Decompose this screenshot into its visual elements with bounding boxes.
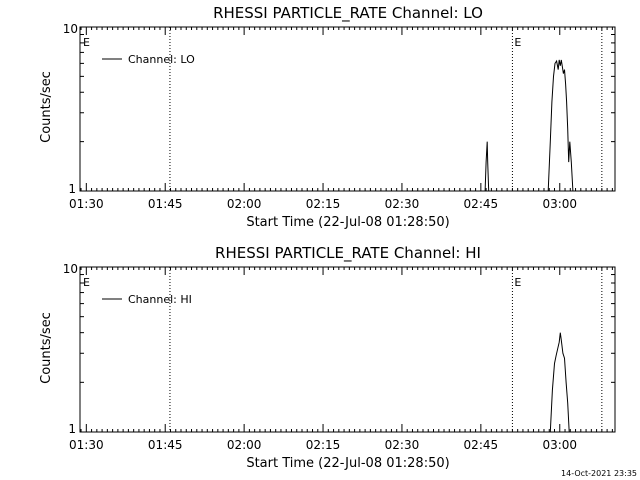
plot-marks: 01:30 01:45 02:00 02:15 02:30 02:45 03:00 E E	[69, 26, 615, 211]
x-tick-label: 01:30	[69, 197, 104, 211]
x-tick-label: 02:00	[227, 438, 262, 452]
timestamp: 14-Oct-2021 23:35	[561, 469, 637, 478]
panel-channel-lo: RHESSI PARTICLE_RATE Channel: LO Counts/…	[39, 4, 616, 230]
series-line	[484, 141, 490, 192]
y-tick-label-10: 10	[63, 262, 78, 276]
x-tick-label: 01:45	[148, 438, 183, 452]
x-tick-label: 02:45	[464, 197, 499, 211]
series-line	[547, 59, 574, 192]
series-line	[549, 332, 570, 433]
panel-channel-hi: RHESSI PARTICLE_RATE Channel: HI Counts/…	[39, 244, 616, 471]
x-tick-label: 02:15	[306, 438, 341, 452]
x-tick-label: 02:00	[227, 197, 262, 211]
y-axis-label: Counts/sec	[39, 312, 54, 384]
x-tick-label: 02:30	[385, 438, 420, 452]
event-marker-label: E	[83, 276, 90, 289]
plot-marks: 01:30 01:45 02:00 02:15 02:30 02:45 03:00 E E	[69, 266, 615, 452]
x-tick-label: 03:00	[542, 438, 577, 452]
event-marker-label: E	[514, 276, 521, 289]
x-axis-label: Start Time (22-Jul-08 01:28:50)	[246, 215, 449, 230]
plot-frame	[79, 26, 616, 192]
legend-label: Channel: LO	[128, 53, 195, 66]
y-tick-label-1: 1	[68, 422, 76, 436]
chart-title: RHESSI PARTICLE_RATE Channel: HI	[215, 244, 481, 263]
y-axis-label: Counts/sec	[39, 71, 54, 143]
event-marker-label: E	[83, 36, 90, 49]
x-axis-label: Start Time (22-Jul-08 01:28:50)	[246, 456, 449, 471]
legend-label: Channel: HI	[128, 293, 192, 306]
x-tick-label: 01:30	[69, 438, 104, 452]
y-tick-label-1: 1	[68, 182, 76, 196]
event-marker-label: E	[514, 36, 521, 49]
y-tick-label-10: 10	[63, 22, 78, 36]
x-tick-label: 01:45	[148, 197, 183, 211]
plot-frame	[79, 266, 616, 433]
x-tick-label: 02:45	[464, 438, 499, 452]
x-tick-label: 02:30	[385, 197, 420, 211]
x-tick-label: 03:00	[542, 197, 577, 211]
x-tick-label: 02:15	[306, 197, 341, 211]
chart-title: RHESSI PARTICLE_RATE Channel: LO	[213, 4, 483, 23]
